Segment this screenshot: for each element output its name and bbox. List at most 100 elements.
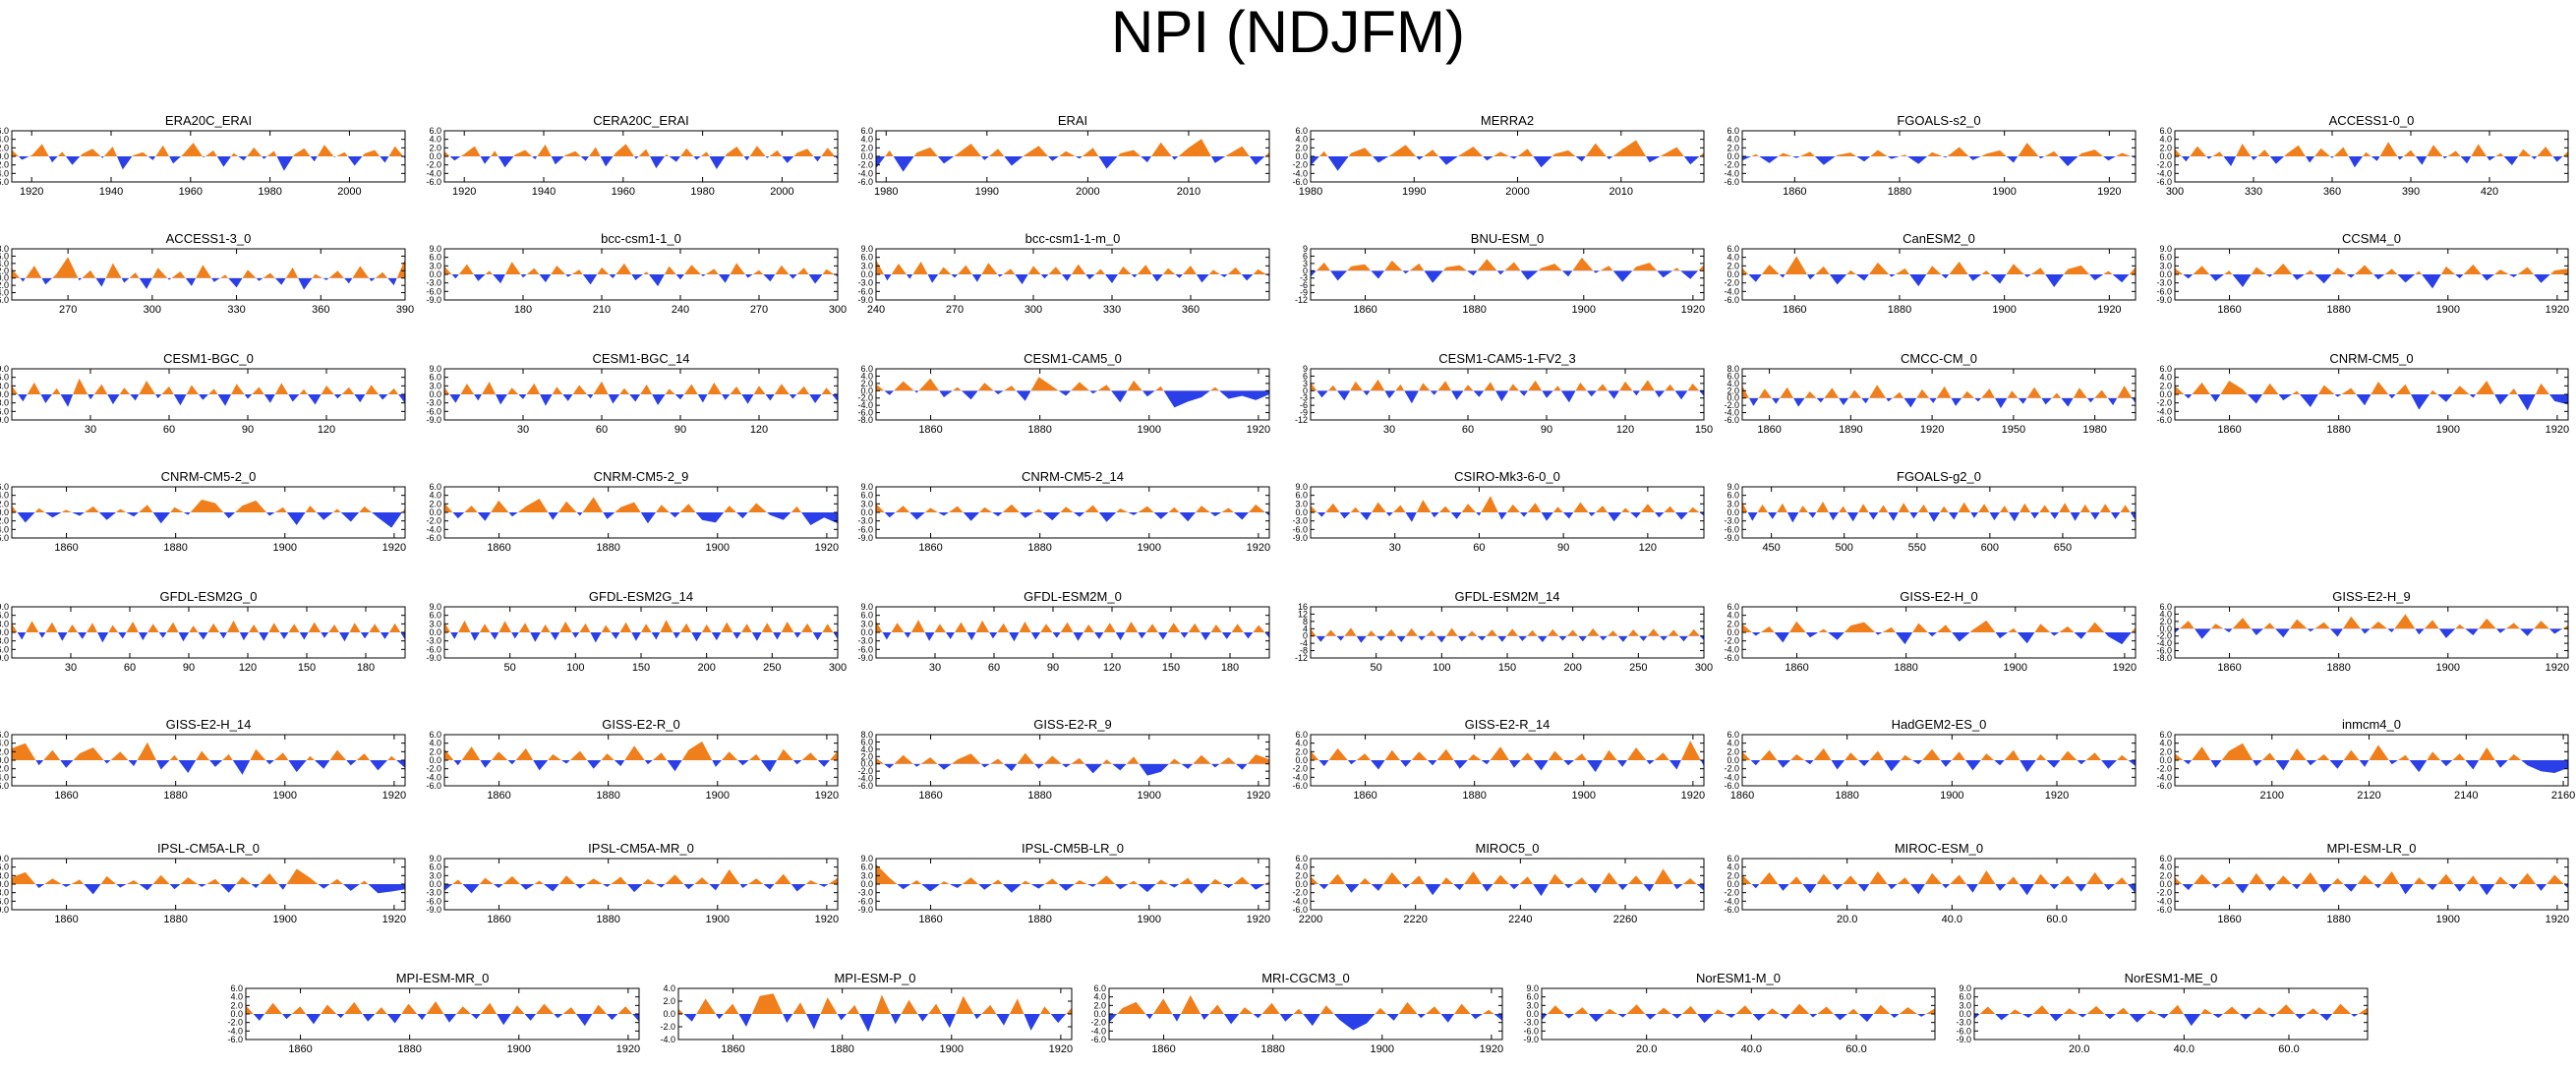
y-tick-label: 9.0 xyxy=(0,602,9,612)
x-tick-label: 1880 xyxy=(1894,662,1917,674)
x-tick-label: 240 xyxy=(867,304,885,316)
y-tick-label: -6 xyxy=(1300,280,1308,290)
chart-title: bcc-csm1-1-m_0 xyxy=(1025,231,1121,246)
y-tick-label: -4.0 xyxy=(2156,896,2172,906)
positive-anomaly-area xyxy=(2175,871,2568,884)
negative-anomaly-area xyxy=(1311,884,1704,897)
x-tick-label: 1920 xyxy=(452,186,476,198)
x-tick-label: 1920 xyxy=(1247,424,1270,436)
positive-anomaly-area xyxy=(876,620,1269,632)
y-tick-label: 4.0 xyxy=(860,744,873,754)
x-tick-label: 1900 xyxy=(1572,304,1596,316)
y-tick-label: -6.0 xyxy=(1292,781,1308,791)
y-tick-label: -4.0 xyxy=(1724,408,1739,418)
y-tick-label: -3.0 xyxy=(426,888,441,898)
x-tick-label: 30 xyxy=(1389,542,1401,554)
plot-frame xyxy=(1310,368,1705,421)
x-tick-label: 1860 xyxy=(1730,790,1754,802)
chart-title: CNRM-CM5_0 xyxy=(2329,351,2413,366)
y-tick-label: 0.0 xyxy=(429,879,441,889)
x-tick-label: 1920 xyxy=(1247,914,1270,925)
y-tick-label: -2.0 xyxy=(1724,278,1739,288)
y-tick-label: -6.0 xyxy=(0,781,9,791)
y-tick-label: -3.0 xyxy=(857,516,873,526)
x-tick-label: 20.0 xyxy=(1636,1043,1657,1055)
negative-anomaly-area xyxy=(444,274,838,287)
y-tick-label: 3.0 xyxy=(429,381,441,390)
x-tick-label: 1880 xyxy=(2326,662,2350,674)
y-tick-label: 4.0 xyxy=(2159,135,2172,145)
x-tick-label: 1860 xyxy=(1151,1043,1175,1055)
y-tick-label: 4.0 xyxy=(1295,135,1308,145)
x-tick-label: 150 xyxy=(298,662,316,674)
y-tick-label: 3.0 xyxy=(1295,499,1308,508)
chart-title: CSIRO-Mk3-6-0_0 xyxy=(1454,469,1560,484)
y-tick-label: 0.0 xyxy=(230,1009,243,1019)
y-tick-label: 4.0 xyxy=(1727,611,1739,621)
positive-anomaly-area xyxy=(444,144,838,156)
y-tick-label: -2.0 xyxy=(1724,636,1739,646)
chart-title: MIROC-ESM_0 xyxy=(1895,841,1983,856)
y-tick-label: 2.0 xyxy=(1727,870,1739,880)
y-tick-label: 3.0 xyxy=(0,619,9,628)
y-tick-label: -4.0 xyxy=(857,400,873,410)
y-tick-label: -2.0 xyxy=(0,280,9,290)
x-tick-label: 1860 xyxy=(918,542,942,554)
y-tick-label: 6.0 xyxy=(1727,730,1739,740)
x-tick-label: 30 xyxy=(1383,424,1395,436)
x-tick-label: 1860 xyxy=(54,790,78,802)
x-tick-label: 1880 xyxy=(2326,304,2350,316)
y-tick-label: 4.0 xyxy=(860,135,873,145)
y-tick-label: -6.0 xyxy=(857,896,873,906)
y-tick-label: -2.0 xyxy=(1090,1018,1106,1028)
x-tick-label: 2010 xyxy=(1610,186,1633,198)
page-title: NPI (NDJFM) xyxy=(1111,0,1465,65)
x-tick-label: 1860 xyxy=(918,424,942,436)
y-tick-label: -6.0 xyxy=(426,781,441,791)
negative-anomaly-area xyxy=(444,760,838,773)
x-tick-label: 2160 xyxy=(2551,790,2575,802)
y-tick-label: 6.0 xyxy=(1727,126,1739,136)
y-tick-label: -2.0 xyxy=(1292,888,1308,898)
y-tick-label: -9.0 xyxy=(857,905,873,915)
x-tick-label: 100 xyxy=(566,662,584,674)
y-tick-label: 0.0 xyxy=(429,627,441,637)
positive-anomaly-area xyxy=(1742,747,2136,760)
x-tick-label: 1900 xyxy=(706,914,730,925)
plot-frame xyxy=(1310,248,1705,301)
x-tick-label: 300 xyxy=(829,304,847,316)
y-tick-label: 9.0 xyxy=(1727,482,1739,492)
x-tick-label: 30 xyxy=(929,662,941,674)
y-tick-label: 6.0 xyxy=(230,983,243,993)
chart-panel: CERA20C_ERAI 6.04.02.00.0-2.0-4.0-6.0 1920… xyxy=(426,113,839,198)
x-tick-label: 150 xyxy=(1498,662,1516,674)
chart-title: GISS-E2-R_9 xyxy=(1033,717,1111,732)
y-tick-label: -3.0 xyxy=(0,636,9,646)
y-tick-label: 4.0 xyxy=(0,259,9,268)
x-tick-label: 1900 xyxy=(1992,304,2016,316)
chart-title: GFDL-ESM2G_14 xyxy=(589,589,693,604)
y-tick-label: 6.0 xyxy=(1295,730,1308,740)
x-tick-label: 1860 xyxy=(2217,304,2241,316)
y-tick-label: 16 xyxy=(1298,602,1308,612)
x-tick-label: 1860 xyxy=(2217,914,2241,925)
y-tick-label: 0.0 xyxy=(0,273,9,283)
positive-anomaly-area xyxy=(876,377,1220,391)
y-tick-label: -6.0 xyxy=(2156,905,2172,915)
x-tick-label: 330 xyxy=(2245,186,2262,198)
y-tick-label: -2.0 xyxy=(0,764,9,774)
positive-anomaly-area xyxy=(444,620,838,632)
y-tick-label: 9.0 xyxy=(860,854,873,863)
y-tick-label: 0.0 xyxy=(860,151,873,161)
x-tick-label: 50 xyxy=(1371,662,1382,674)
y-tick-label: 2.0 xyxy=(1727,143,1739,152)
y-tick-label: -6.0 xyxy=(1724,524,1739,534)
x-tick-label: 1880 xyxy=(596,790,619,802)
chart-panel: CCSM4_0 9.06.03.00.0-3.0-6.0-9.0 1860 1880 1… xyxy=(2156,231,2569,316)
y-tick-label: -12 xyxy=(1295,295,1308,305)
x-tick-label: 120 xyxy=(1639,542,1657,554)
y-tick-label: -12 xyxy=(1295,653,1308,663)
